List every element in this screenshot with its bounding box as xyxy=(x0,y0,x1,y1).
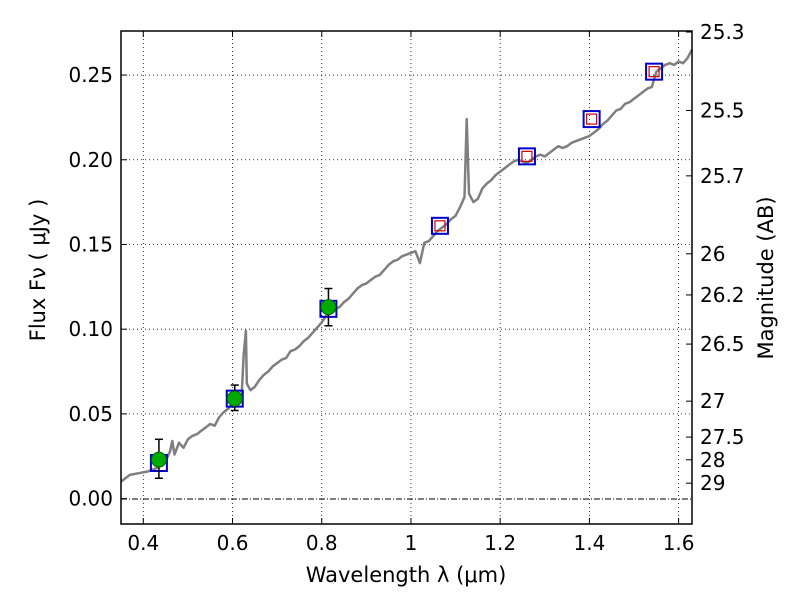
y-tick-label: 0.20 xyxy=(68,148,113,172)
x-tick-label: 1.2 xyxy=(484,531,516,555)
plot-area xyxy=(120,49,694,483)
x-axis-label: Wavelength λ (μm) xyxy=(306,563,507,587)
magnitude-tick-label: 26.2 xyxy=(700,283,745,307)
magnitude-tick-label: 27.5 xyxy=(700,425,745,449)
y-tick-label: 0.05 xyxy=(68,402,113,426)
x-tick-label: 1 xyxy=(405,531,418,555)
y-tick-label: 0.15 xyxy=(68,232,113,256)
observed-upper-square xyxy=(586,113,598,125)
x-tick-label: 0.4 xyxy=(127,531,159,555)
model-photometry-square xyxy=(582,110,601,129)
x-tick-label: 0.6 xyxy=(217,531,249,555)
axes: 0.4 0.6 0.8 1 1.2 1.4 1.6 0.00 0.05 0.10 0.15 0.20 0… xyxy=(68,20,744,555)
observed-upper-square xyxy=(521,150,533,162)
right-axis-label: Magnitude (AB) xyxy=(754,196,778,359)
model-photometry-square xyxy=(430,216,449,235)
magnitude-tick-label: 25.5 xyxy=(700,98,745,122)
magnitude-tick-label: 26.5 xyxy=(700,332,745,356)
y-axis-label: Flux Fν ( μJy ) xyxy=(26,199,50,342)
detection-point xyxy=(150,451,167,468)
detection-point xyxy=(226,390,243,407)
y-tick-label: 0.00 xyxy=(68,487,113,511)
observed-upper-square xyxy=(648,66,660,78)
x-tick-label: 1.6 xyxy=(663,531,695,555)
x-tick-label: 0.8 xyxy=(306,531,338,555)
model-photometry-square xyxy=(517,147,536,166)
plot-frame xyxy=(120,30,693,525)
grid-lines xyxy=(121,31,692,524)
magnitude-tick-label: 28 xyxy=(700,448,725,472)
y-tick-label: 0.25 xyxy=(68,63,113,87)
y-tick-label: 0.10 xyxy=(68,317,113,341)
x-tick-label: 1.4 xyxy=(573,531,605,555)
magnitude-tick-label: 25.7 xyxy=(700,164,745,188)
magnitude-tick-label: 27 xyxy=(700,389,725,413)
magnitude-tick-label: 26 xyxy=(700,242,725,266)
magnitude-tick-label: 25.3 xyxy=(700,20,745,44)
observed-upper-square xyxy=(434,220,446,232)
magnitude-tick-label: 29 xyxy=(700,471,725,495)
model-photometry-square xyxy=(645,62,664,81)
detection-point xyxy=(320,299,337,316)
spectrum-line xyxy=(120,49,694,483)
